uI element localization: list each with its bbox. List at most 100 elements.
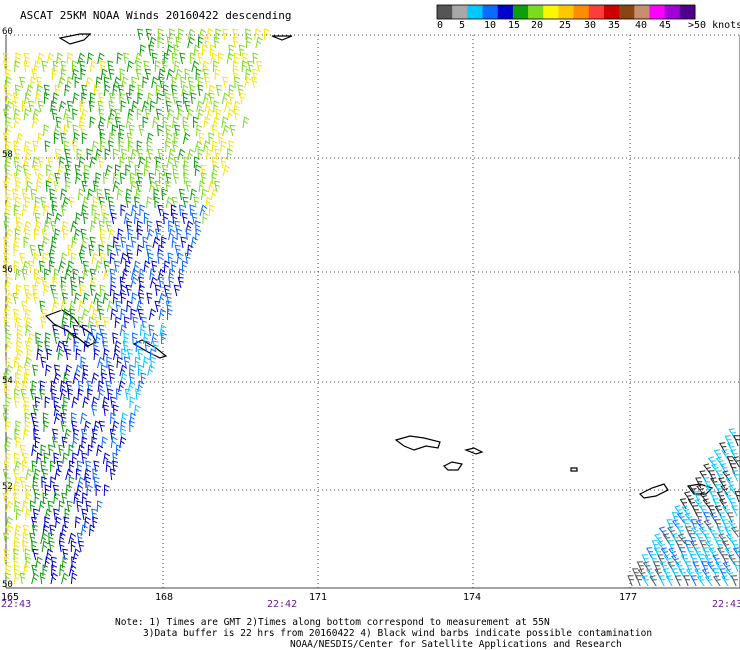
wind-barb <box>714 519 722 531</box>
wind-barb <box>79 100 86 113</box>
wind-barb <box>72 324 79 337</box>
wind-barb <box>53 132 60 145</box>
wind-barb <box>33 164 40 177</box>
wind-barb <box>154 300 161 313</box>
wind-barb <box>120 308 127 321</box>
wind-barb <box>694 568 702 580</box>
wind-barb <box>171 92 178 105</box>
wind-barb <box>693 491 701 503</box>
wind-barb <box>671 554 680 566</box>
wind-barb <box>133 196 140 209</box>
wind-barb <box>704 554 712 566</box>
wind-barb <box>24 340 31 353</box>
wind-barb <box>13 236 21 249</box>
wind-barb <box>154 284 161 297</box>
wind-barb <box>65 332 74 345</box>
wind-barb <box>23 284 30 297</box>
wind-barb <box>129 84 136 97</box>
wind-barb <box>728 498 736 510</box>
wind-barb <box>197 52 204 65</box>
wind-barb <box>37 340 44 353</box>
wind-barb <box>99 228 107 241</box>
wind-barb <box>61 436 68 449</box>
wind-barb <box>183 156 190 169</box>
wind-barb <box>42 412 49 425</box>
wind-barb <box>2 532 10 545</box>
wind-barb <box>33 468 41 481</box>
wind-barb <box>194 140 203 153</box>
wind-barb <box>732 456 740 468</box>
wind-barb <box>5 76 12 89</box>
wind-barb <box>126 132 133 145</box>
wind-barb <box>116 388 122 401</box>
wind-barb <box>75 484 84 497</box>
wind-barb <box>156 220 163 233</box>
wind-barb <box>13 140 20 153</box>
wind-barb <box>61 404 68 417</box>
wind-barb <box>114 116 121 129</box>
wind-barb <box>717 547 725 559</box>
wind-barb <box>81 132 88 145</box>
wind-barb <box>23 108 31 121</box>
wind-barb <box>5 500 14 513</box>
wind-barb <box>166 36 173 49</box>
wind-barb <box>13 532 21 545</box>
wind-barb <box>42 284 50 297</box>
wind-barb <box>178 268 185 281</box>
wind-barb <box>174 60 181 73</box>
wind-barb <box>91 436 98 449</box>
coastline <box>271 35 293 41</box>
wind-barb <box>155 84 162 97</box>
wind-barb <box>64 172 71 185</box>
wind-barb <box>238 44 245 57</box>
wind-barb <box>72 92 80 105</box>
wind-barb <box>23 220 32 233</box>
wind-barb <box>60 132 67 145</box>
wind-barb <box>86 484 93 497</box>
wind-barb <box>108 204 115 217</box>
wind-barb <box>627 575 635 587</box>
wind-barb <box>135 68 142 81</box>
wind-barb <box>136 300 144 313</box>
wind-barb <box>233 100 241 113</box>
wind-barb <box>110 436 118 449</box>
wind-barb <box>179 204 185 217</box>
wind-barb <box>2 132 9 145</box>
wind-barb <box>47 156 54 169</box>
wind-barb <box>185 180 192 193</box>
wind-barb <box>70 252 77 265</box>
wind-barb <box>32 364 39 377</box>
wind-barb <box>173 156 180 169</box>
wind-barb <box>69 460 75 473</box>
wind-barb <box>228 92 235 105</box>
wind-barb <box>24 308 32 321</box>
wind-barb <box>693 547 701 559</box>
wind-barb <box>21 100 28 113</box>
wind-barb <box>77 476 85 489</box>
wind-barb <box>649 575 657 587</box>
wind-barb <box>68 476 75 489</box>
colorbar-swatch <box>528 5 544 19</box>
wind-barb <box>3 244 10 257</box>
wind-barb <box>68 444 75 457</box>
wind-barb <box>100 236 107 249</box>
wind-barb <box>125 284 132 297</box>
wind-barb <box>71 140 78 153</box>
wind-barb <box>71 436 80 449</box>
wind-barb <box>175 68 183 81</box>
wind-barb <box>127 140 134 153</box>
wind-barb <box>211 164 220 177</box>
wind-barb <box>96 188 103 201</box>
wind-barb <box>55 516 62 529</box>
wind-barb <box>155 156 162 169</box>
note-line-3: NOAA/NESDIS/Center for Satellite Applica… <box>290 639 622 650</box>
wind-barb <box>54 84 61 97</box>
wind-barb <box>702 498 711 510</box>
wind-barb <box>157 268 166 281</box>
wind-barb <box>15 164 23 177</box>
wind-barb <box>21 300 28 313</box>
wind-barb <box>182 92 189 105</box>
wind-barb <box>145 244 152 257</box>
wind-barb <box>12 188 19 201</box>
wind-barb <box>13 380 22 393</box>
